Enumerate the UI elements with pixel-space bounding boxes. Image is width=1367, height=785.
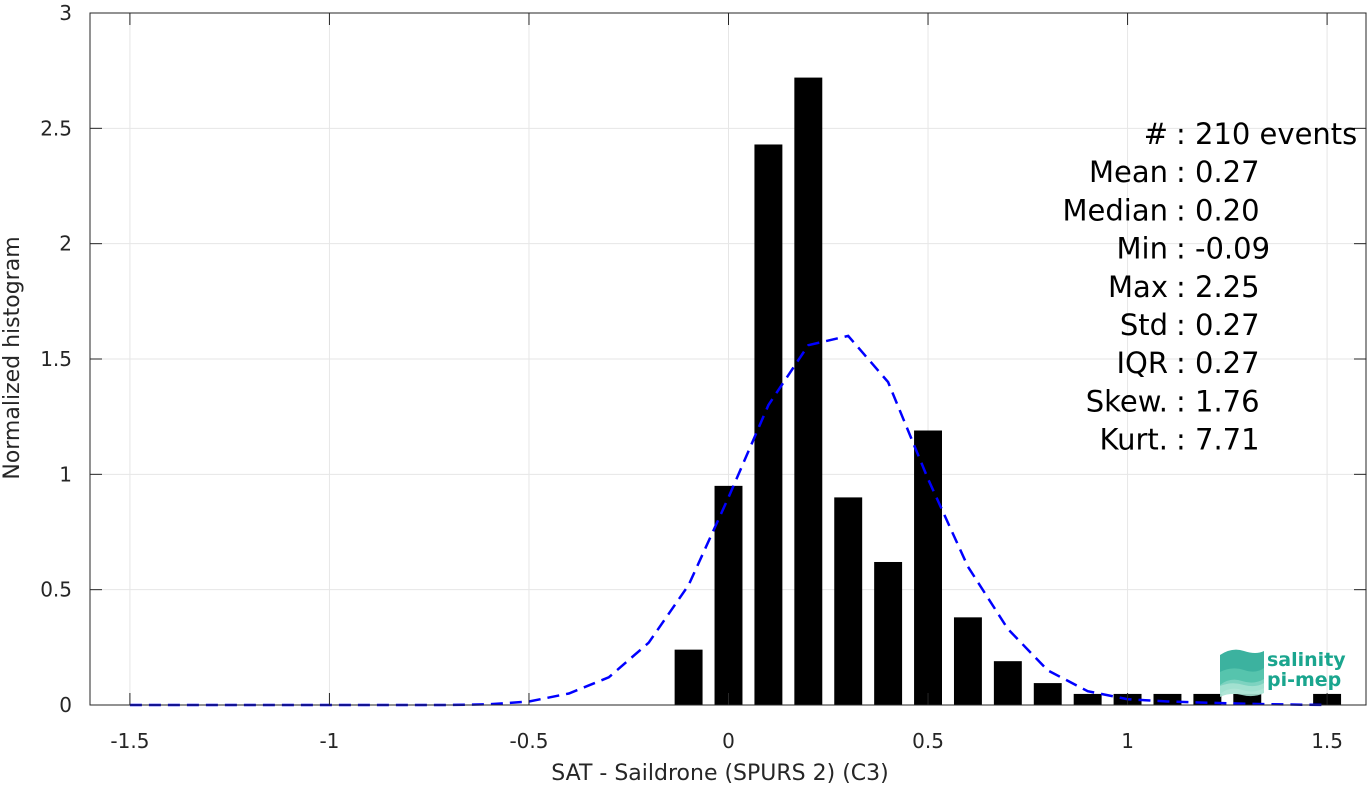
x-tick-label: 0 <box>722 729 735 753</box>
histogram-bar <box>1193 693 1222 705</box>
stat-line: IQR: 0.27 <box>1116 346 1259 380</box>
y-axis-label: Normalized histogram <box>0 236 25 479</box>
histogram-bar <box>993 661 1022 705</box>
x-tick-label: -1 <box>319 729 339 753</box>
statistics-annotation: #: 210 events Mean: 0.27 Median: 0.20 Min: … <box>1063 117 1358 457</box>
y-tick-label: 0 <box>59 693 72 717</box>
logo-text-line1: salinity <box>1267 649 1346 671</box>
logo-text-line2: pi-mep <box>1267 669 1341 691</box>
stat-line: Mean: 0.27 <box>1089 155 1260 189</box>
x-tick-label: -1.5 <box>110 729 149 753</box>
stat-line: Std: 0.27 <box>1120 308 1260 342</box>
x-tick-label: 1 <box>1121 729 1134 753</box>
histogram-bar <box>874 561 903 705</box>
stat-line: Kurt.: 7.71 <box>1100 423 1260 457</box>
x-axis-label: SAT - Saildrone (SPURS 2) (C3) <box>551 761 888 785</box>
histogram-bar <box>834 497 863 705</box>
stat-line: Skew.: 1.76 <box>1086 384 1260 418</box>
stat-line: Max: 2.25 <box>1108 270 1260 304</box>
stat-line: #: 210 events <box>1144 117 1358 151</box>
histogram-bar <box>1153 693 1182 705</box>
histogram-bar <box>1033 683 1062 705</box>
histogram-bars <box>674 77 1342 706</box>
x-ticks: -1.5 -1 -0.5 0 0.5 1 1.5 <box>110 13 1343 753</box>
histogram-bar <box>914 430 942 705</box>
y-tick-label: 0.5 <box>40 578 72 602</box>
y-tick-label: 2 <box>59 232 72 256</box>
y-tick-label: 1 <box>59 462 72 486</box>
histogram-bar <box>1073 693 1102 705</box>
stat-line: Median: 0.20 <box>1063 193 1260 227</box>
x-tick-label: 0.5 <box>912 729 944 753</box>
histogram-bar <box>953 617 982 705</box>
stat-line: Min: -0.09 <box>1117 232 1271 266</box>
x-tick-label: 1.5 <box>1311 729 1343 753</box>
histogram-bar <box>1233 693 1262 705</box>
x-tick-label: -0.5 <box>509 729 548 753</box>
y-tick-label: 2.5 <box>40 116 72 140</box>
histogram-bar <box>794 77 823 705</box>
histogram-bar <box>714 485 743 705</box>
y-ticks: 0 0.5 1 1.5 2 2.5 3 <box>40 1 1366 717</box>
salinity-pi-mep-logo: salinity pi-mep <box>1220 649 1346 697</box>
histogram-bar <box>674 649 703 705</box>
y-tick-label: 1.5 <box>40 347 72 371</box>
wave-logo-icon <box>1220 649 1264 697</box>
y-tick-label: 3 <box>59 1 72 25</box>
